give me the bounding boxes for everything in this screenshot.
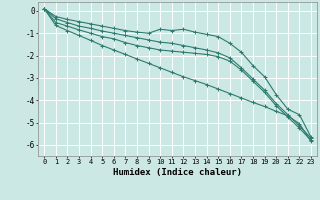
X-axis label: Humidex (Indice chaleur): Humidex (Indice chaleur): [113, 168, 242, 177]
